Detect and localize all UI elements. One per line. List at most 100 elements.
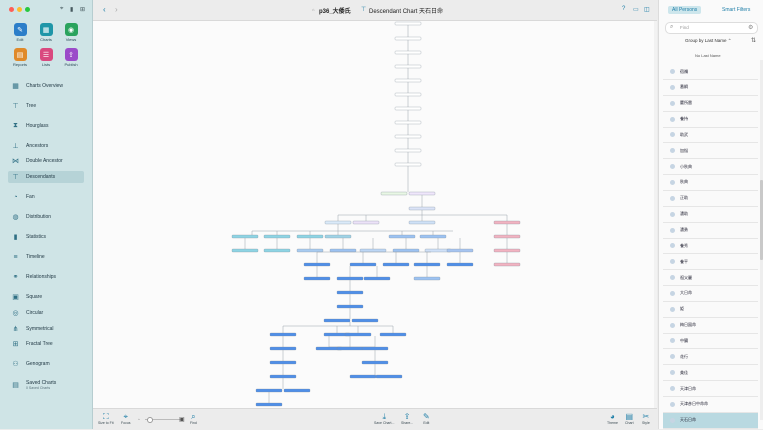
person-node[interactable] [349, 374, 377, 379]
person-node[interactable] [263, 234, 291, 239]
person-row[interactable]: 小秋典 [663, 159, 758, 176]
vertical-scrollbar[interactable] [654, 21, 657, 408]
person-row[interactable]: 花行 [663, 349, 758, 366]
person-row[interactable]: 養平 [663, 254, 758, 271]
person-node[interactable] [255, 388, 283, 393]
person-node[interactable] [303, 276, 331, 281]
person-row[interactable]: 秋典 [663, 175, 758, 191]
person-node[interactable] [263, 248, 291, 253]
person-node[interactable] [359, 248, 387, 253]
person-row[interactable]: 麓所雷 [663, 96, 758, 112]
close-window-button[interactable] [9, 7, 14, 12]
people-icon[interactable]: ⊞ [80, 7, 86, 13]
person-node[interactable] [394, 162, 422, 167]
person-node[interactable] [296, 248, 324, 253]
bookmark-icon[interactable]: ▮ [70, 7, 74, 13]
person-row[interactable]: 梅日図命 [663, 318, 758, 334]
person-node[interactable] [269, 346, 297, 351]
focus-button[interactable]: ⌖ Focus [121, 412, 131, 425]
person-node[interactable] [336, 276, 364, 281]
person-node[interactable] [269, 332, 297, 337]
person-node[interactable] [394, 106, 422, 111]
size-to-fit-button[interactable]: ⛶ Size to Fit [98, 412, 114, 425]
person-node[interactable] [394, 148, 422, 153]
sidebar-item-distribution[interactable]: ◍ Distribution [12, 214, 52, 221]
sidebar-item-hourglass[interactable]: ⧗ Hourglass [8, 120, 84, 132]
zoom-window-button[interactable] [25, 7, 30, 12]
person-node[interactable] [269, 360, 297, 365]
views-tool-button[interactable]: ◉ Views [62, 23, 80, 42]
person-node[interactable] [408, 191, 436, 196]
person-node[interactable] [336, 346, 364, 351]
person-node[interactable] [303, 262, 331, 267]
minimize-window-button[interactable] [17, 7, 22, 12]
sidebar-item-fractal-tree[interactable]: ⊞ Fractal Tree [12, 341, 53, 348]
person-node[interactable] [394, 92, 422, 97]
person-node[interactable] [324, 234, 352, 239]
theme-button[interactable]: ◕ Theme [607, 412, 618, 425]
person-node[interactable] [255, 402, 283, 407]
person-row[interactable]: 中臓 [663, 333, 758, 350]
person-node[interactable] [336, 304, 364, 309]
zoom-slider[interactable] [145, 419, 181, 420]
sidebar-item-saved-charts[interactable]: ▤ Saved Charts 0 Saved Charts [8, 378, 84, 392]
zoom-out-icon[interactable]: ◦ [138, 417, 140, 423]
person-node[interactable] [380, 191, 408, 196]
sidebar-item-descendants[interactable]: ⊤ Descendants [8, 171, 84, 183]
group-by-select[interactable]: Group by Last Name ⌃ [685, 38, 732, 43]
reports-tool-button[interactable]: ▤ Reports [11, 48, 29, 67]
person-row[interactable]: 正助 [663, 191, 758, 207]
sidebar-item-symmetrical[interactable]: ⋔ Symmetrical [12, 326, 54, 333]
list-scrollbar-thumb[interactable] [760, 180, 763, 260]
person-node[interactable] [493, 262, 521, 267]
person-node[interactable] [446, 248, 474, 253]
tab-all-persons[interactable]: All Persons [668, 6, 702, 14]
person-node[interactable] [388, 234, 416, 239]
person-node[interactable] [283, 388, 311, 393]
person-node[interactable] [394, 21, 422, 26]
person-node[interactable] [375, 374, 403, 379]
forward-button[interactable]: › [115, 5, 118, 14]
search-settings-icon[interactable]: ⚙ [748, 25, 754, 31]
style-button[interactable]: ✂ Style [642, 412, 650, 425]
person-node[interactable] [394, 134, 422, 139]
edit-tool-button[interactable]: ✎ Edit [11, 23, 29, 42]
person-node[interactable] [231, 234, 259, 239]
zoom-slider-knob[interactable] [147, 417, 153, 423]
person-node[interactable] [419, 234, 447, 239]
sidebar-item-fan[interactable]: ◔ Fan [8, 191, 84, 203]
person-node[interactable] [344, 332, 372, 337]
person-node[interactable] [379, 332, 407, 337]
tag-icon[interactable]: ⌖ [60, 6, 64, 12]
find-button[interactable]: ⌕ Find [190, 412, 197, 425]
person-node[interactable] [329, 248, 357, 253]
person-row[interactable]: 美佳 [663, 365, 758, 382]
person-node[interactable] [394, 50, 422, 55]
person-node[interactable] [352, 220, 380, 225]
person-row[interactable]: 番綱 [663, 80, 758, 96]
sidebar-item-statistics[interactable]: ▮ Statistics [8, 231, 84, 243]
person-node[interactable] [394, 78, 422, 83]
sidebar-toggle-icon[interactable]: ◫ [644, 7, 650, 13]
publish-tool-button[interactable]: ⇪ Publish [62, 48, 80, 67]
charts-tool-button[interactable]: ▦ Charts [37, 23, 55, 42]
list-scrollbar[interactable] [760, 60, 763, 420]
person-row[interactable]: 濃勇 [663, 223, 758, 239]
person-node[interactable] [349, 262, 377, 267]
person-node[interactable] [361, 346, 389, 351]
zoom-in-icon[interactable]: ▣ [179, 417, 185, 423]
person-row[interactable]: 宿禰 [663, 64, 758, 80]
sidebar-item-ancestors[interactable]: ⊥ Ancestors [12, 143, 49, 150]
person-node[interactable] [446, 262, 474, 267]
person-node[interactable] [323, 318, 351, 323]
help-icon[interactable]: ? [622, 6, 626, 12]
sidebar-item-charts-overview[interactable]: ▦ Charts Overview [12, 83, 63, 90]
sort-icon[interactable]: ⇅ [751, 38, 757, 44]
person-row[interactable]: 助武 [663, 127, 758, 144]
person-row[interactable]: 養秀 [663, 238, 758, 255]
person-node[interactable] [413, 262, 441, 267]
person-node[interactable] [493, 248, 521, 253]
person-row[interactable]: 大日命 [663, 286, 758, 302]
person-row[interactable]: 姫 [663, 302, 758, 318]
sidebar-item-timeline[interactable]: ≡ Timeline [8, 251, 84, 263]
